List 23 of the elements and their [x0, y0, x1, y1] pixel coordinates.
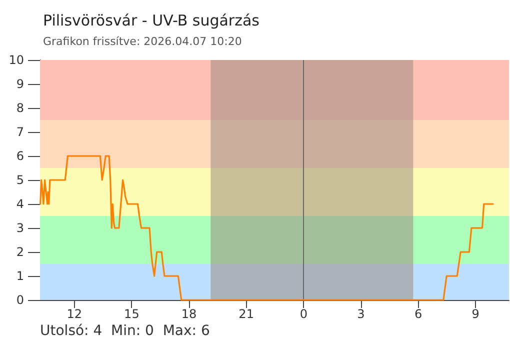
y-tick-label: 0 — [16, 293, 24, 307]
x-tick-label: 12 — [66, 307, 82, 321]
y-tick-label: 2 — [16, 245, 24, 259]
x-tick-label: 15 — [124, 307, 140, 321]
y-tick-label: 4 — [16, 197, 24, 211]
y-tick-label: 1 — [16, 269, 24, 283]
y-tick-label: 5 — [16, 173, 24, 187]
x-tick-label: 21 — [238, 307, 254, 321]
x-tick-label: 18 — [181, 307, 197, 321]
y-tick-label: 10 — [8, 53, 24, 67]
y-tick-label: 3 — [16, 221, 24, 235]
line-series — [40, 155, 494, 301]
x-tick-label: 3 — [357, 307, 365, 321]
y-tick-label: 9 — [16, 77, 24, 91]
x-tick-label: 6 — [414, 307, 422, 321]
y-tick-label: 8 — [16, 101, 24, 115]
x-tick-label: 0 — [300, 307, 308, 321]
chart-title: Pilisvörösvár - UV-B sugárzás — [43, 12, 260, 30]
y-tick-label: 6 — [16, 149, 24, 163]
x-tick-label: 9 — [472, 307, 480, 321]
y-tick-label: 7 — [16, 125, 24, 139]
chart-subtitle: Grafikon frissítve: 2026.04.07 10:20 — [43, 35, 242, 48]
text: Utolsó: 4 Min: 0 Max: 6 — [40, 323, 210, 339]
